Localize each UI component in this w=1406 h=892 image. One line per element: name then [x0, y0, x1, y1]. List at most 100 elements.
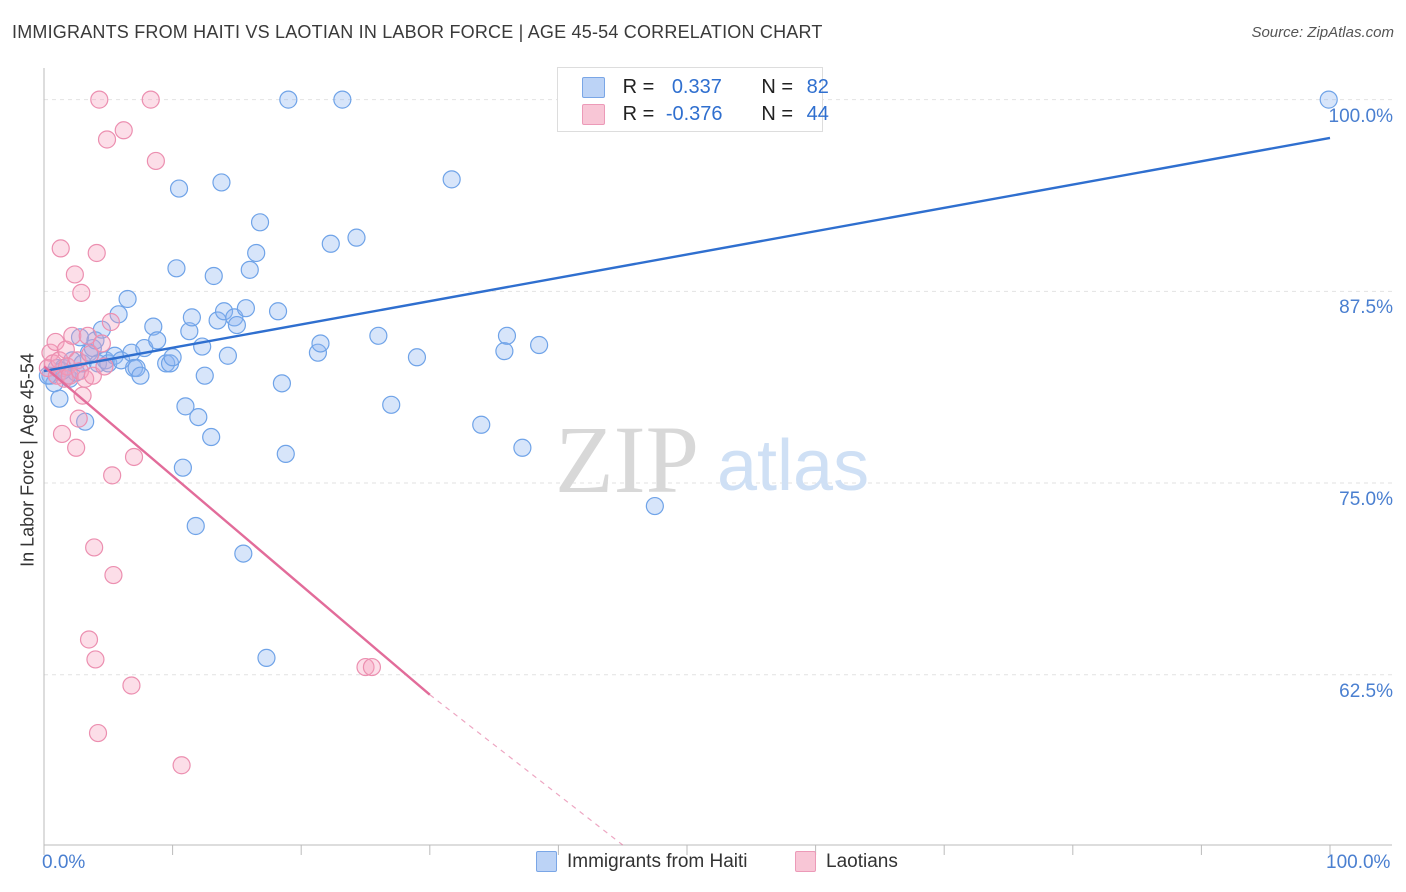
watermark-atlas: atlas — [717, 426, 869, 506]
laotian-point — [172, 756, 191, 775]
y-axis-title: In Labor Force | Age 45-54 — [17, 353, 38, 567]
haiti-point — [186, 516, 205, 536]
correlation-legend: R = 0.337 N = 82 R = -0.376 N = 44 — [557, 67, 829, 132]
laotian-point — [78, 326, 97, 345]
haiti-point — [321, 234, 340, 253]
laotian-point — [72, 283, 91, 302]
haiti-point — [513, 438, 532, 457]
laotian-point — [97, 130, 117, 149]
x-tick-label: 0.0% — [42, 852, 86, 873]
haiti-trend-line — [43, 136, 1331, 373]
laotian-point — [90, 90, 109, 109]
y-tick-label: 100.0% — [1328, 105, 1393, 127]
haiti-point — [182, 308, 201, 327]
legend-r-value: -0.376 — [665, 103, 723, 125]
haiti-point — [347, 228, 366, 247]
haiti-point — [218, 346, 237, 365]
series-legend: Immigrants from Haiti Laotians — [0, 851, 1406, 879]
series-legend-laotian: Laotians — [795, 851, 898, 873]
legend-n-label: N = — [761, 103, 794, 125]
laotian-point — [92, 334, 111, 353]
laotian-point — [362, 657, 382, 677]
laotian-point — [69, 409, 88, 428]
haiti-point — [214, 302, 234, 321]
haiti-point — [472, 415, 491, 434]
laotian-points — [38, 90, 382, 775]
haiti-point — [268, 302, 288, 321]
y-tick-label: 87.5% — [1339, 297, 1393, 319]
haiti-point — [180, 322, 199, 341]
y-tick-label: 75.0% — [1339, 489, 1393, 511]
legend-r-value: 0.337 — [671, 76, 722, 98]
haiti-point — [333, 90, 352, 109]
legend-swatch-laotian — [582, 104, 605, 126]
haiti-point — [109, 305, 128, 324]
haiti-point — [234, 544, 253, 563]
legend-r-label: R = — [622, 76, 655, 98]
series-label-haiti: Immigrants from Haiti — [567, 851, 748, 872]
laotian-trend-line — [43, 365, 431, 696]
laotian-point — [86, 650, 105, 669]
haiti-point — [70, 328, 90, 347]
haiti-point — [167, 259, 186, 278]
laotian-point — [46, 332, 65, 352]
laotian-point — [146, 151, 165, 171]
laotian-point — [103, 466, 122, 485]
haiti-point — [247, 243, 266, 263]
legend-row-haiti: R = 0.337 N = 82 — [582, 76, 829, 100]
laotian-point — [104, 565, 123, 585]
haiti-point — [169, 179, 189, 198]
laotian-point — [95, 357, 114, 376]
haiti-point — [497, 326, 517, 345]
laotian-point — [122, 676, 141, 695]
laotian-point — [356, 657, 375, 677]
haiti-point — [495, 342, 514, 361]
legend-n-value: 44 — [806, 103, 829, 125]
source-credit: Source: ZipAtlas.com — [1251, 24, 1394, 41]
haiti-point — [163, 348, 182, 367]
haiti-point — [212, 173, 231, 192]
laotian-point — [85, 538, 104, 557]
haiti-point — [1319, 90, 1338, 109]
laotian-point — [87, 243, 106, 263]
haiti-point — [202, 427, 221, 447]
watermark-zip: ZIP — [555, 406, 699, 513]
laotian-point — [114, 121, 133, 140]
laotian-point — [65, 265, 84, 284]
haiti-point — [530, 335, 549, 355]
haiti-point — [276, 444, 295, 463]
haiti-point — [250, 213, 270, 232]
laotian-point — [63, 326, 82, 345]
series-label-laotian: Laotians — [826, 851, 898, 872]
haiti-points — [38, 90, 1338, 667]
haiti-point — [645, 496, 664, 516]
haiti-point — [257, 648, 276, 667]
haiti-point — [144, 317, 163, 336]
series-legend-haiti: Immigrants from Haiti — [536, 851, 748, 873]
laotian-point — [124, 447, 144, 467]
haiti-point — [148, 331, 167, 350]
x-tick-label: 100.0% — [1326, 852, 1391, 873]
haiti-point — [369, 326, 388, 345]
chart-title: IMMIGRANTS FROM HAITI VS LAOTIAN IN LABO… — [12, 22, 823, 42]
haiti-point — [118, 289, 137, 309]
laotian-point — [101, 312, 120, 332]
series-swatch-laotian — [795, 851, 816, 873]
y-tick-label: 62.5% — [1339, 680, 1393, 702]
haiti-point — [131, 366, 150, 385]
laotian-point — [141, 90, 160, 109]
legend-swatch-haiti — [582, 77, 605, 99]
haiti-point — [204, 266, 223, 286]
legend-n-label: N = — [761, 76, 794, 98]
laotian-point — [51, 239, 70, 258]
laotian-point — [88, 723, 108, 743]
haiti-point — [279, 90, 298, 109]
trend-lines — [43, 136, 1331, 846]
laotian-point — [79, 630, 99, 649]
haiti-point — [227, 315, 246, 335]
series-swatch-haiti — [536, 851, 557, 873]
haiti-point — [382, 395, 401, 414]
gridlines — [44, 99, 1392, 676]
haiti-point — [173, 458, 192, 477]
